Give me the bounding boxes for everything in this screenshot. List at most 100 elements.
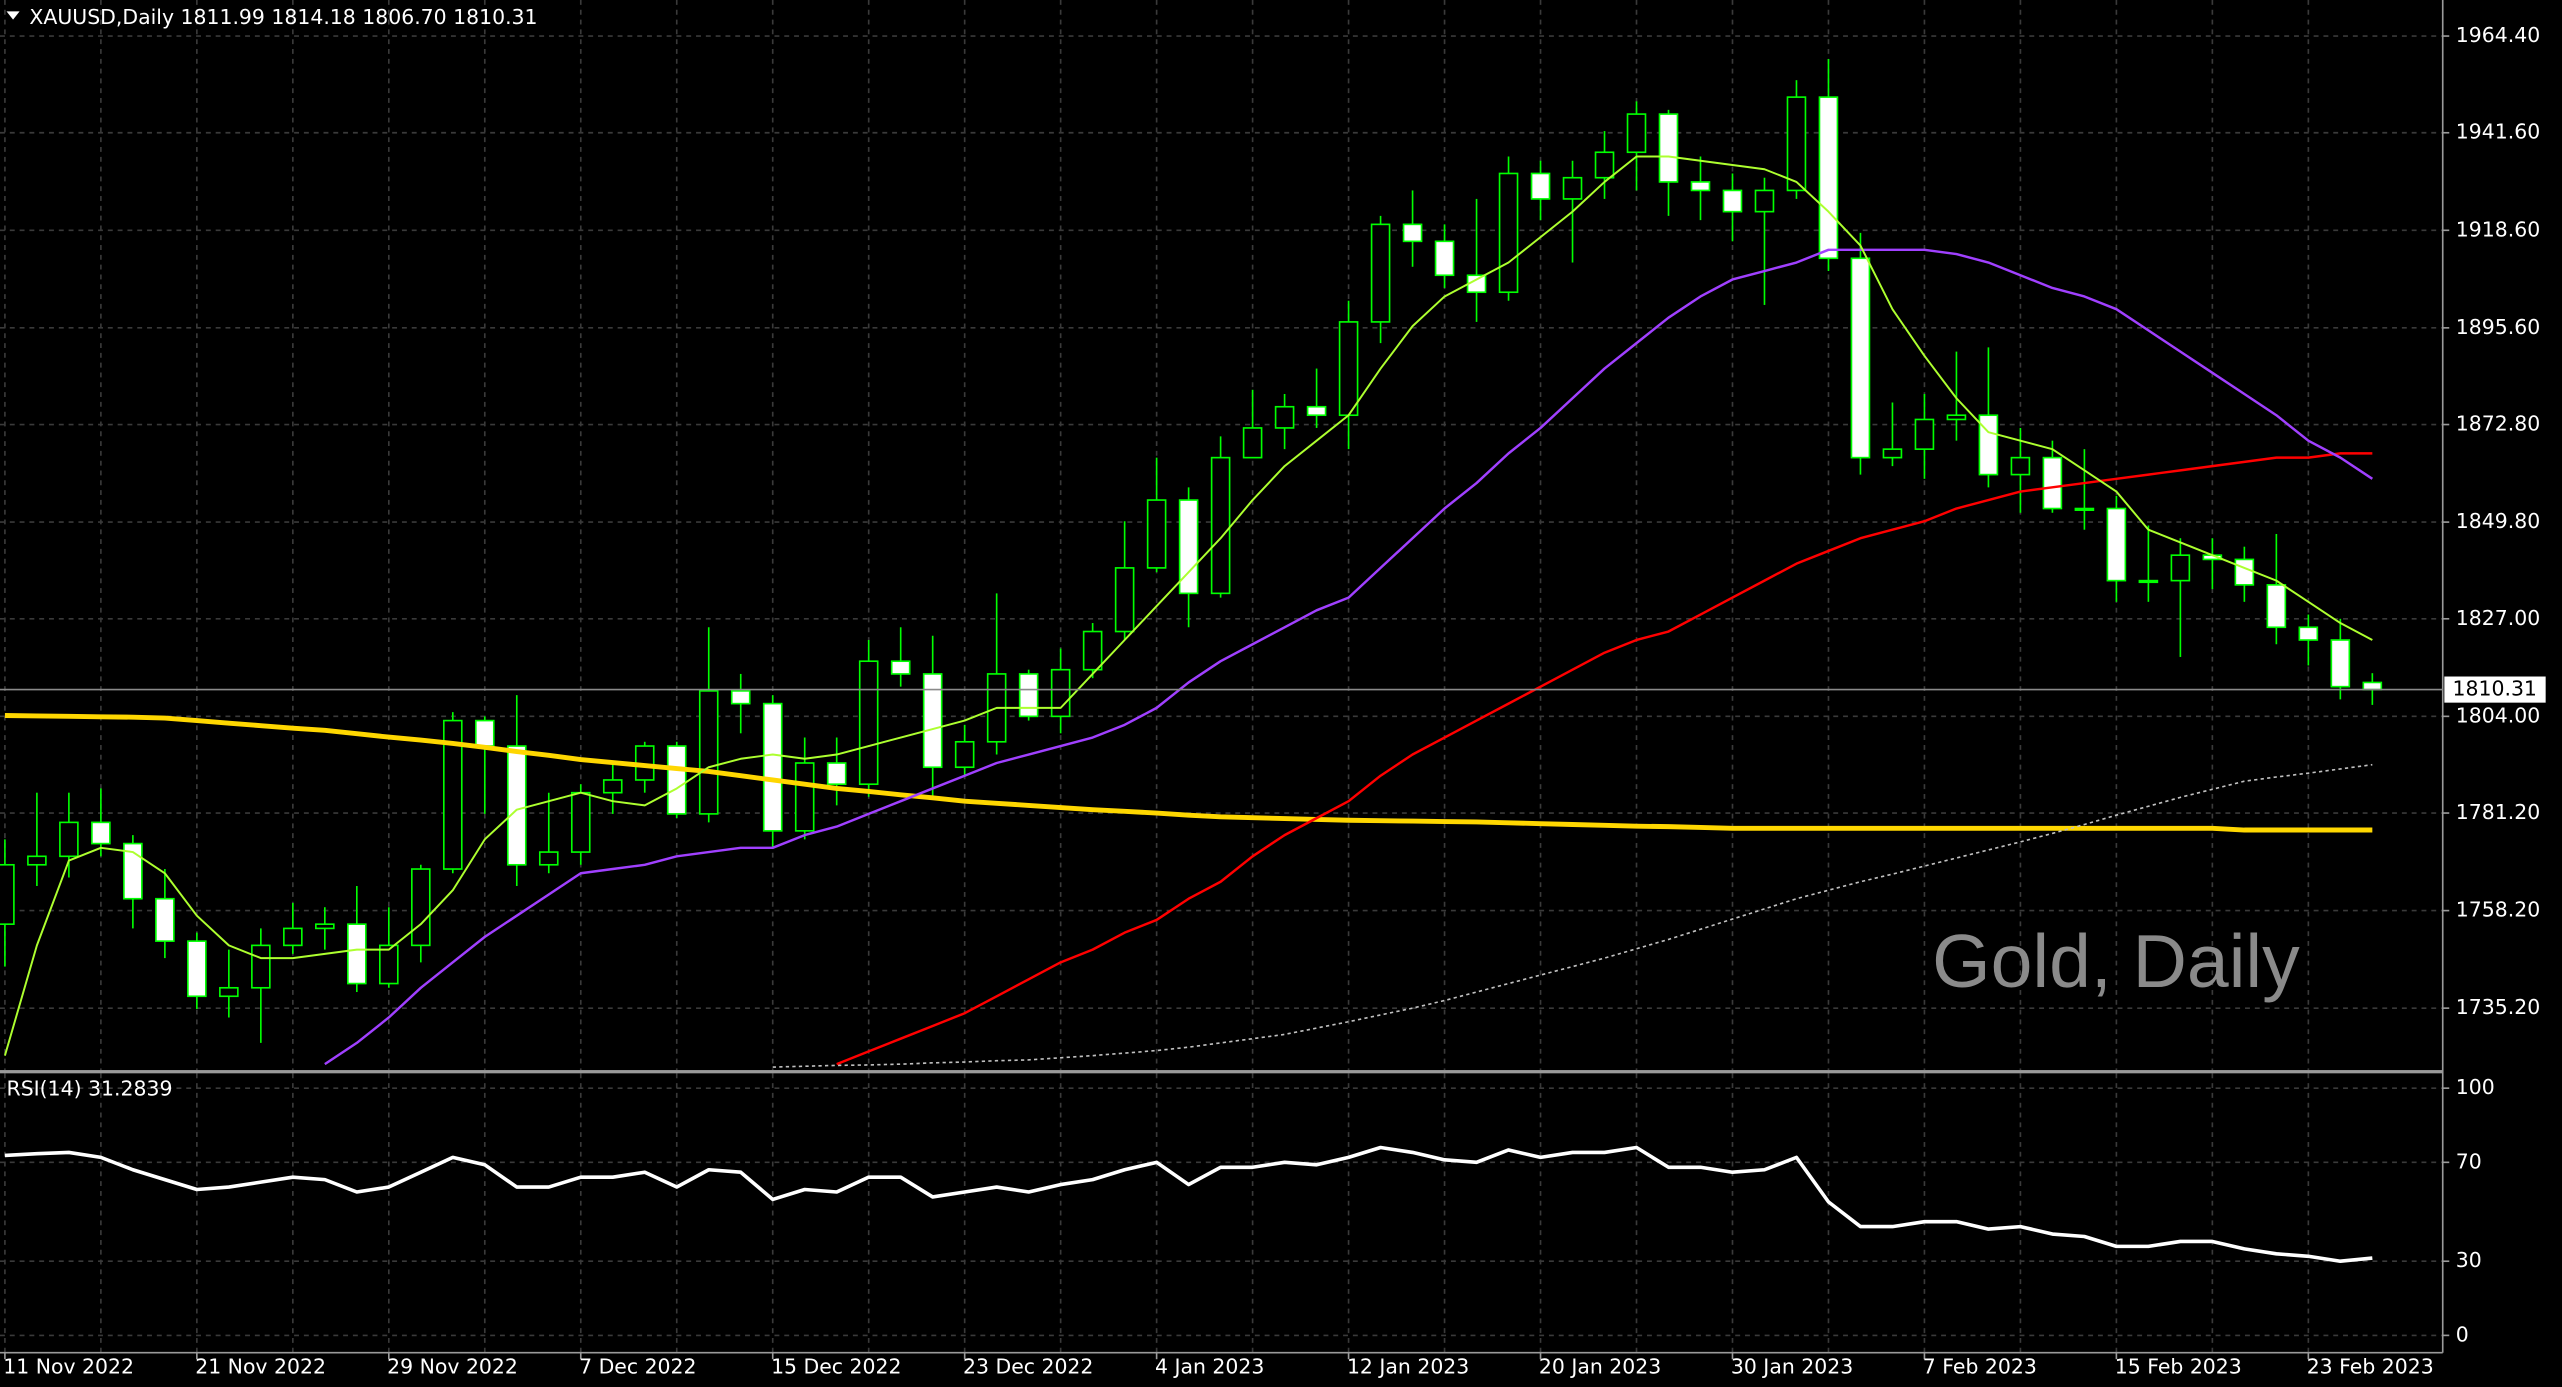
candle-body [442, 719, 463, 870]
candle-layer [0, 58, 2383, 1043]
candle-body [1562, 176, 1583, 200]
candle-body [187, 940, 207, 998]
candle-body [1434, 240, 1455, 277]
candle-body [922, 673, 943, 769]
x-tick-label: 15 Feb 2023 [2115, 1354, 2242, 1378]
y-tick-label: 1735.20 [2456, 995, 2540, 1019]
candle-body [1850, 257, 1871, 459]
candle-body [1242, 427, 1263, 459]
candle-body [1498, 172, 1519, 294]
x-tick-label: 7 Feb 2023 [1923, 1354, 2037, 1378]
candle-body [1082, 630, 1103, 671]
candle-body [506, 745, 527, 866]
moving-average-line [324, 248, 2374, 1066]
candle-body [2074, 507, 2095, 511]
x-tick-label: 7 Dec 2022 [579, 1354, 696, 1378]
candle-body [570, 791, 591, 853]
candle-body [1626, 113, 1647, 154]
candle-body [1818, 96, 1839, 260]
x-tick-label: 23 Dec 2022 [963, 1354, 1093, 1378]
x-tick-label: 11 Nov 2022 [3, 1354, 134, 1378]
candle-body [315, 923, 335, 930]
y-tick-label: 1872.80 [2456, 412, 2540, 436]
candle-body [1210, 456, 1231, 595]
moving-average-line [3, 155, 2373, 1056]
x-tick-label: 29 Nov 2022 [387, 1354, 518, 1378]
candle-body [890, 660, 911, 675]
candle-body [1754, 189, 1775, 213]
candle-body [219, 986, 239, 998]
moving-average-line [836, 452, 2373, 1066]
x-tick-label: 23 Feb 2023 [2307, 1354, 2434, 1378]
candle-body [1978, 414, 1999, 476]
candle-body [1402, 223, 1423, 243]
candle-body [1178, 499, 1199, 595]
candle-body [858, 660, 879, 786]
pane-separator [0, 1070, 2443, 1074]
y-tick-label: 100 [2456, 1075, 2495, 1099]
candle-body [1146, 499, 1167, 569]
y-tick-label: 1895.60 [2456, 315, 2540, 339]
y-tick-label: 1758.20 [2456, 898, 2540, 922]
candle-body [2170, 554, 2191, 582]
chart-title: XAUUSD,Daily 1811.99 1814.18 1806.70 181… [29, 5, 537, 29]
candle-body [1786, 96, 1807, 192]
candle-body [1882, 448, 1903, 459]
candle-body [1594, 151, 1615, 179]
candle-body [410, 868, 431, 947]
candle-body [954, 740, 975, 769]
title-arrow [6, 11, 20, 20]
candle-body [1306, 405, 1327, 417]
y-tick-label: 1804.00 [2456, 703, 2540, 727]
candle-body [1690, 181, 1711, 192]
candle-body [1274, 405, 1295, 429]
candle-body [123, 842, 143, 900]
candle-body [666, 745, 687, 815]
x-tick-label: 21 Nov 2022 [195, 1354, 326, 1378]
candle-body [1338, 321, 1359, 417]
candle-body [91, 821, 111, 845]
candle-body [1658, 113, 1679, 183]
candle-body [251, 944, 271, 989]
y-tick-label: 70 [2456, 1149, 2482, 1173]
y-tick-label: 0 [2456, 1322, 2469, 1346]
y-tick-label: 1781.20 [2456, 800, 2540, 824]
candle-body [2010, 456, 2031, 476]
candle-body [602, 779, 623, 794]
candle-body [1722, 189, 1743, 213]
moving-average-line [4, 713, 2373, 833]
x-tick-label: 12 Jan 2023 [1347, 1354, 1469, 1378]
candle-body [762, 702, 783, 832]
candle-body [27, 855, 47, 866]
current-price-label: 1810.31 [2453, 677, 2537, 701]
candle-body [1914, 418, 1935, 450]
candle-body [826, 762, 847, 786]
candle-body [155, 897, 175, 942]
candle-body [347, 923, 367, 985]
y-tick-label: 1964.40 [2456, 23, 2540, 47]
y-tick-label: 1918.60 [2456, 217, 2540, 241]
candle-body [2362, 681, 2383, 691]
candle-body [1050, 668, 1071, 718]
candle-body [1370, 223, 1391, 323]
candle-body [730, 690, 751, 705]
candle-body [538, 851, 559, 866]
candle-body [2106, 507, 2127, 582]
candle-body [2234, 558, 2255, 586]
y-tick-label: 30 [2456, 1248, 2482, 1272]
candle-body [59, 821, 79, 858]
candle-body [1530, 172, 1551, 200]
candle-body [2266, 584, 2287, 629]
y-tick-label: 1827.00 [2456, 606, 2540, 630]
x-tick-label: 15 Dec 2022 [771, 1354, 901, 1378]
line-layer [3, 155, 2374, 1068]
y-tick-label: 1941.60 [2456, 120, 2540, 144]
candle-body [1018, 673, 1039, 718]
current-price-box [2444, 676, 2546, 703]
candle-body [2330, 639, 2351, 688]
x-tick-label: 30 Jan 2023 [1731, 1354, 1853, 1378]
candle-body [1946, 414, 1967, 421]
rsi-line [4, 1145, 2373, 1264]
